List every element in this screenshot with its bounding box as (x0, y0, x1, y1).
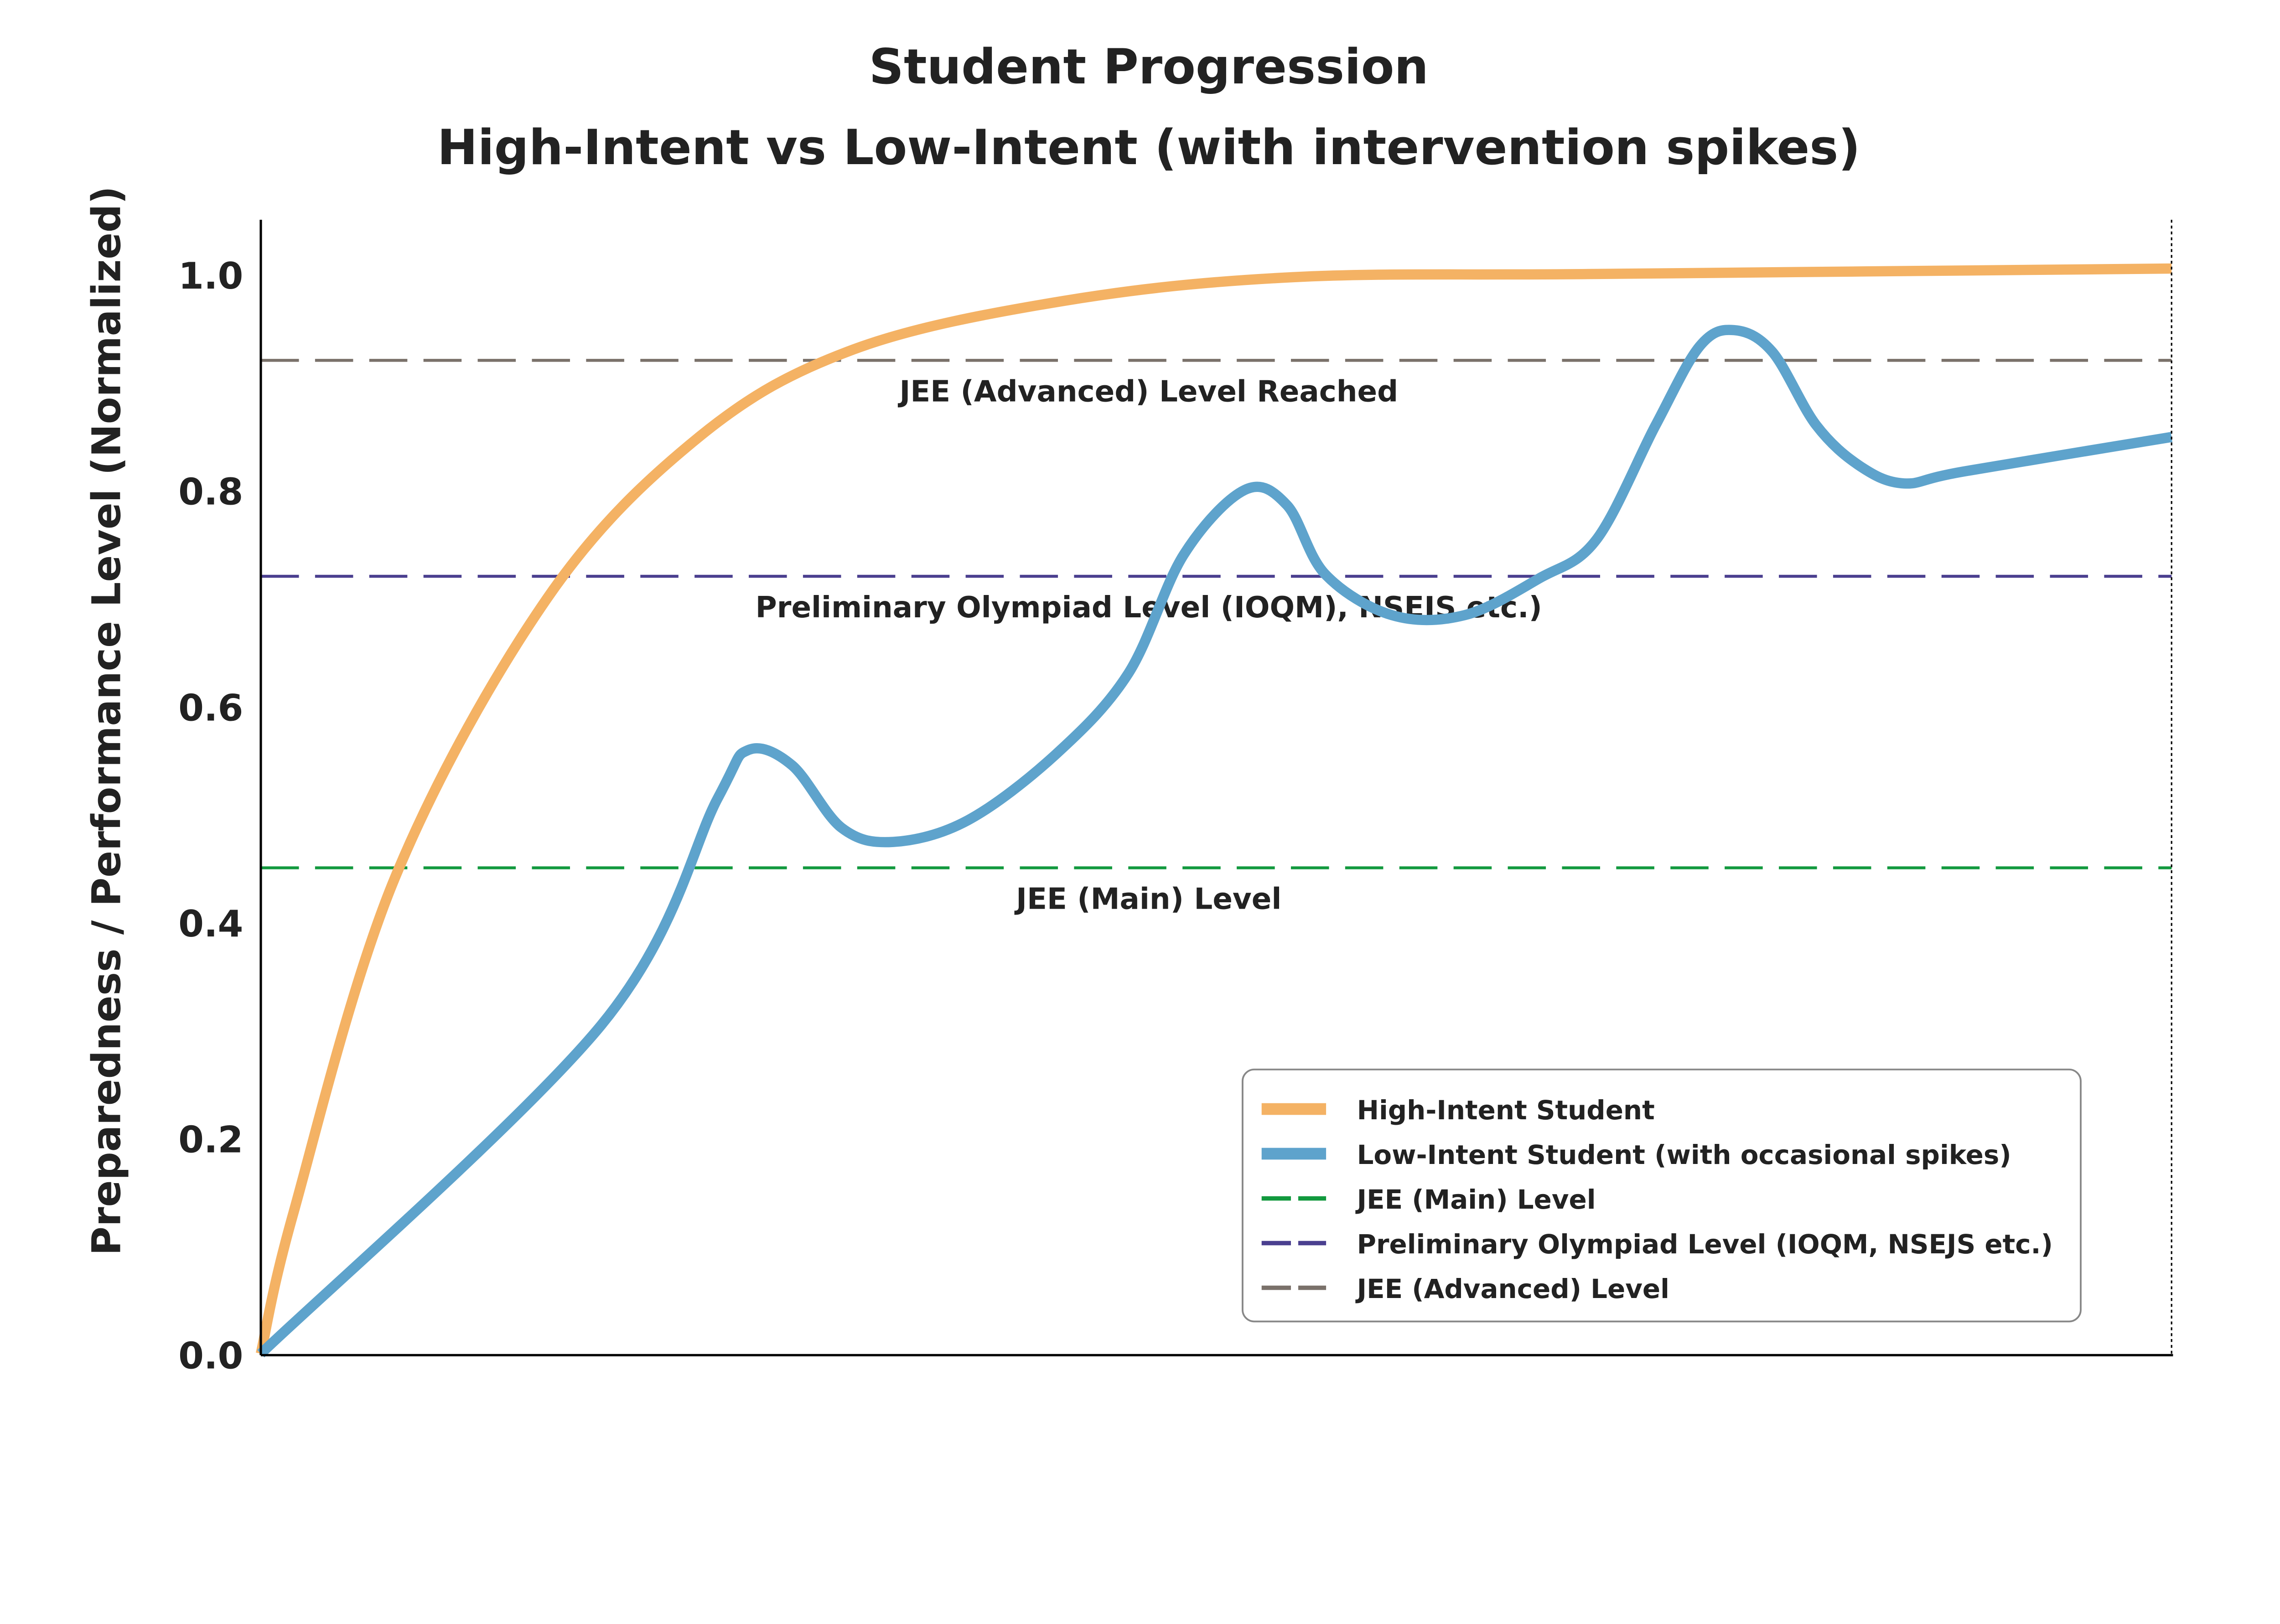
y-tick-label: 0.6 (178, 686, 243, 729)
chart-subtitle: High-Intent vs Low-Intent (with interven… (437, 120, 1860, 176)
y-axis-label: Preparedness / Performance Level (Normal… (84, 186, 130, 1256)
chart: Student Progression High-Intent vs Low-I… (84, 39, 2173, 1377)
legend-box (1242, 1068, 2082, 1323)
legend-label: JEE (Main) Level (1355, 1184, 1596, 1215)
series-line-1 (256, 263, 2172, 1355)
reference-line-annotation: JEE (Main) Level (1014, 882, 1281, 916)
y-tick-label: 1.0 (178, 254, 243, 297)
y-tick-label: 0.0 (178, 1334, 243, 1377)
legend-label: High-Intent Student (1357, 1095, 1655, 1126)
chart-title: Student Progression (869, 39, 1429, 95)
series-line-2 (257, 325, 2173, 1358)
legend-label: Preliminary Olympiad Level (IOQM, NSEJS … (1357, 1229, 2053, 1260)
y-tick-label: 0.4 (178, 902, 243, 945)
legend-label: JEE (Advanced) Level (1355, 1273, 1669, 1304)
y-tick-label: 0.2 (178, 1118, 243, 1161)
legend-label: Low-Intent Student (with occasional spik… (1357, 1139, 2011, 1170)
legend: High-Intent Student Low-Intent Student (w… (1242, 1068, 2082, 1323)
y-tick-label: 0.8 (178, 471, 243, 513)
reference-line-annotation: JEE (Advanced) Level Reached (897, 374, 1398, 409)
